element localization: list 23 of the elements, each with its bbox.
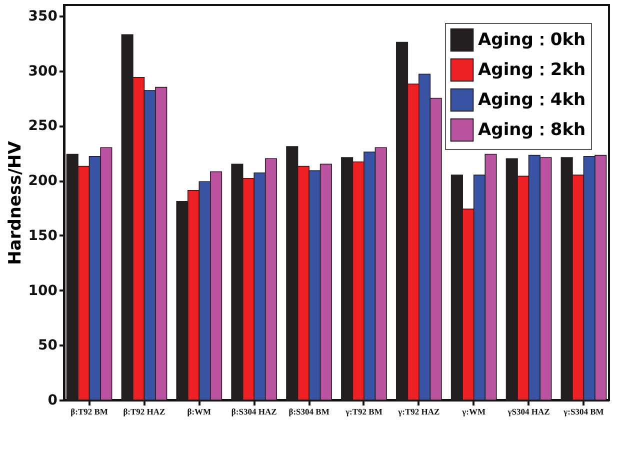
y-axis-title: Hardness/HV xyxy=(5,140,26,265)
x-tick-label: β:S304 BM xyxy=(288,406,330,416)
y-tick-label: 100 xyxy=(28,282,58,299)
legend-label: Aging：8kh xyxy=(478,120,586,140)
y-tick-label: 300 xyxy=(28,63,58,80)
x-tick-label: γ:WM xyxy=(461,406,486,416)
x-tick-label: γ:S304 BM xyxy=(562,406,604,416)
y-tick-label: 0 xyxy=(48,392,58,408)
x-tick-label: β:T92 HAZ xyxy=(123,406,166,416)
y-tick-label: 200 xyxy=(28,173,58,190)
y-tick-label: 250 xyxy=(28,118,58,134)
x-tick-label: γS304 HAZ xyxy=(506,406,550,416)
x-tick-label: β:S304 HAZ xyxy=(231,406,278,416)
legend-label: Aging：0kh xyxy=(478,30,586,50)
x-tick-label: γ:T92 HAZ xyxy=(397,406,440,416)
y-tick-label: 50 xyxy=(38,338,58,354)
legend-label: Aging：2kh xyxy=(478,60,586,80)
x-tick-label: γ:T92 BM xyxy=(344,406,382,416)
legend-label: Aging：4kh xyxy=(478,90,586,110)
x-tick-label: β:WM xyxy=(187,406,212,416)
x-tick-label: β:T92 BM xyxy=(70,406,108,416)
y-tick-label: 350 xyxy=(28,8,58,24)
y-tick-label: 150 xyxy=(28,228,58,244)
